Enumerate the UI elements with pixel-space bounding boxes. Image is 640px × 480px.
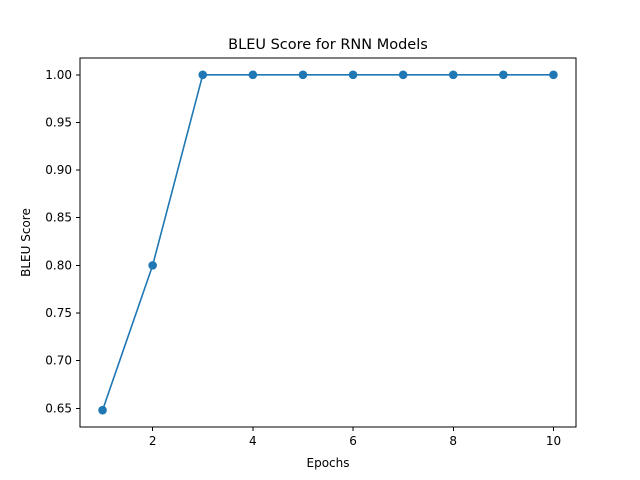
data-point	[148, 261, 157, 270]
y-tick-label: 0.85	[45, 211, 72, 225]
x-tick-label: 6	[349, 434, 357, 448]
x-tick-label: 2	[149, 434, 157, 448]
data-point	[98, 405, 107, 415]
data-point	[549, 70, 558, 80]
data-point	[248, 70, 258, 80]
y-tick-label: 0.65	[45, 401, 72, 415]
data-point	[499, 70, 508, 80]
x-tick-label: 10	[546, 434, 561, 448]
plot-area	[98, 70, 558, 415]
y-tick-label: 0.80	[45, 258, 72, 272]
x-tick-label: 4	[249, 434, 257, 448]
y-tick-label: 0.95	[45, 115, 72, 129]
x-axis-title: Epochs	[307, 456, 350, 470]
y-axis-title: BLEU Score	[19, 208, 33, 277]
data-point	[448, 70, 458, 80]
series-line	[101, 73, 554, 411]
data-point	[298, 70, 308, 80]
y-tick-label: 0.70	[45, 354, 72, 368]
x-tick-label: 8	[449, 434, 457, 448]
data-point	[348, 70, 358, 80]
x-axis: 2 4 6 8 10	[149, 427, 561, 448]
chart-title: BLEU Score for RNN Models	[228, 37, 428, 53]
y-axis: 0.65 0.70 0.75 0.80 0.85 0.90 0.95 1.00	[45, 68, 80, 415]
y-tick-label: 1.00	[45, 68, 72, 82]
data-point	[398, 70, 408, 80]
y-tick-label: 0.90	[45, 163, 72, 177]
y-tick-label: 0.75	[45, 306, 72, 320]
plot-frame	[79, 57, 577, 428]
data-point	[198, 70, 208, 80]
